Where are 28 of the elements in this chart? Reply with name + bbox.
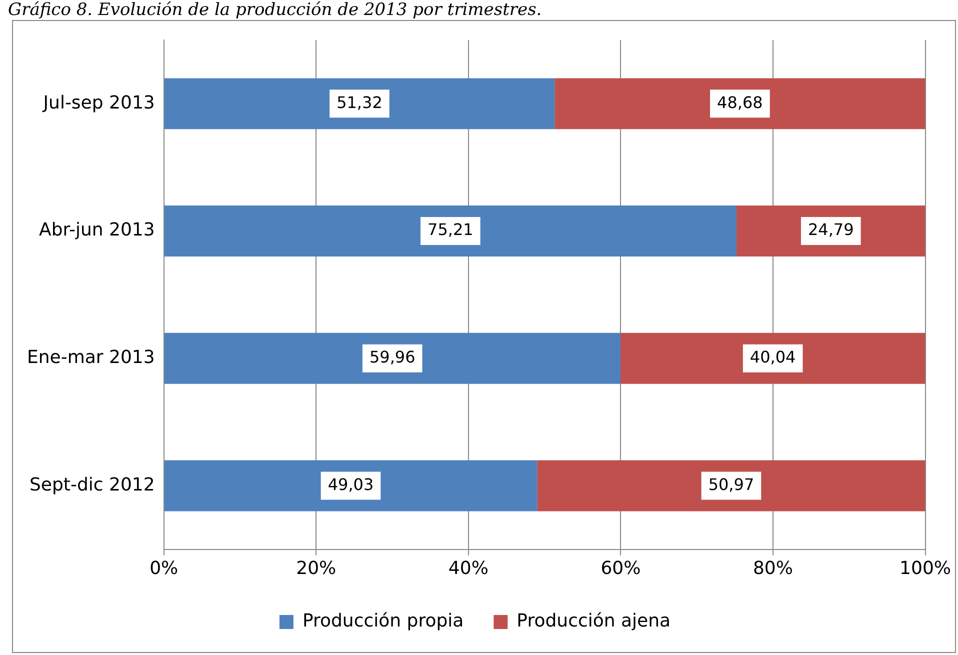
x-tick-label: 100% [900, 558, 952, 579]
data-label: 75,21 [428, 220, 474, 240]
bar [620, 332, 926, 384]
x-tick-label: 0% [150, 558, 178, 579]
x-tick-label: 60% [600, 558, 641, 579]
y-tick-label: Ene-mar 2013 [26, 347, 155, 368]
data-label: 48,68 [717, 92, 763, 112]
chart-title: Gráfico 8. Evolución de la producción de 2013 por trimestres. [7, 0, 543, 20]
y-tick-label: Sept-dic 2012 [30, 474, 155, 496]
legend-label: Producción propia [302, 610, 464, 632]
x-tick-label: 80% [752, 558, 793, 579]
bar [554, 78, 926, 130]
y-tick-label: Abr-jun 2013 [39, 220, 155, 241]
data-label: 40,04 [750, 348, 796, 367]
y-tick-label: Jul-sep 2013 [42, 92, 155, 114]
x-tick-label: 20% [296, 558, 336, 579]
data-label: 51,32 [336, 92, 382, 112]
bar [164, 332, 620, 384]
bar [164, 78, 555, 130]
data-label: 49,03 [328, 474, 374, 494]
legend-label: Producción ajena [516, 610, 671, 632]
data-label: 50,97 [708, 474, 754, 494]
x-tick-label: 40% [448, 558, 488, 579]
bar [537, 460, 926, 512]
data-label: 24,79 [808, 220, 854, 240]
data-label: 59,96 [369, 348, 416, 367]
bar [164, 460, 538, 512]
bar [164, 206, 737, 256]
